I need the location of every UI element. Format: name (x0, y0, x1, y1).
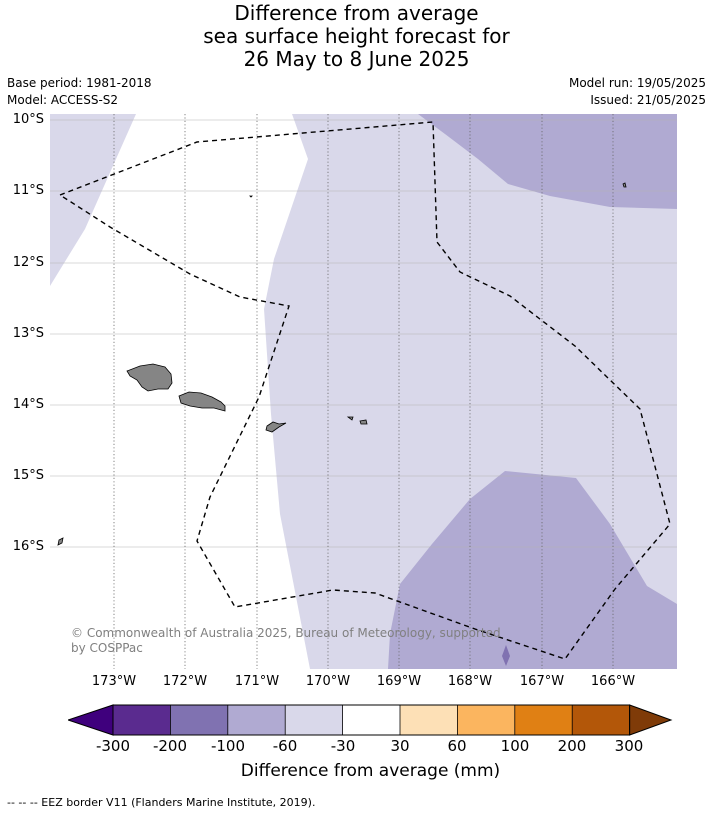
lat-label-15s: 15°S (12, 468, 44, 483)
anomaly-band-neutral (50, 114, 310, 669)
colorbar-swatch-9 (572, 705, 630, 735)
colorbar-min-arrow (68, 704, 114, 736)
lon-label-167w: 167°W (519, 674, 565, 689)
meta-left: Base period: 1981-2018 Model: ACCESS-S2 (7, 75, 152, 109)
swains-island (249, 195, 253, 198)
colorbar-tick: -60 (272, 737, 298, 755)
base-period: Base period: 1981-2018 (7, 76, 152, 90)
colorbar-max-arrow (629, 704, 673, 736)
colorbar-swatch-2 (170, 705, 228, 735)
colorbar-swatch-8 (514, 705, 573, 735)
title-line-3: 26 May to 8 June 2025 (243, 47, 470, 71)
lon-label-166w: 166°W (590, 674, 636, 689)
colorbar-tick: 300 (614, 737, 644, 755)
samoa-islands (57, 182, 627, 546)
colorbar-swatch-4 (285, 705, 343, 735)
eez-border (59, 121, 671, 660)
meta-right: Model run: 19/05/2025 Issued: 21/05/2025 (569, 75, 706, 109)
colorbar-swatch-3 (227, 705, 286, 735)
colorbar (68, 704, 673, 736)
colorbar-tick: 30 (390, 737, 410, 755)
title-line-2: sea surface height forecast for (203, 24, 510, 48)
eez-footnote: -- -- -- EEZ border V11 (Flanders Marine… (7, 796, 316, 809)
map-canvas (50, 114, 677, 669)
issued-date: Issued: 21/05/2025 (590, 93, 706, 107)
colorbar-swatch-1 (113, 705, 171, 735)
colorbar-swatch-5 (342, 705, 400, 735)
tau-island (359, 419, 368, 425)
tokelau-islet (622, 182, 627, 188)
colorbar-frame (112, 704, 631, 736)
colorbar-tick: -200 (152, 737, 188, 755)
lat-gridlines (50, 119, 677, 548)
lon-label-171w: 171°W (234, 674, 280, 689)
lon-label-169w: 169°W (376, 674, 422, 689)
lon-gridlines (113, 114, 614, 669)
map-credit: © Commonwealth of Australia 2025, Bureau… (71, 626, 501, 655)
savaii-island (126, 363, 173, 392)
lon-label-172w: 172°W (162, 674, 208, 689)
colorbar-tick: -300 (95, 737, 131, 755)
colorbar-swatch-6 (400, 705, 458, 735)
anomaly-spot (502, 645, 510, 666)
colorbar-swatch-7 (457, 705, 515, 735)
lat-label-11s: 11°S (12, 183, 44, 198)
lon-label-168w: 168°W (447, 674, 493, 689)
upolu-island (178, 391, 226, 412)
lat-label-12s: 12°S (12, 255, 44, 270)
title-line-1: Difference from average (234, 1, 479, 25)
lon-label-170w: 170°W (305, 674, 351, 689)
colorbar-tick: 200 (557, 737, 587, 755)
anomaly-band-dark-se (388, 471, 677, 669)
model-run: Model run: 19/05/2025 (568, 76, 706, 90)
lon-label-173w: 173°W (91, 674, 137, 689)
lat-label-13s: 13°S (12, 326, 44, 341)
lat-label-10s: 10°S (12, 112, 44, 127)
colorbar-tick: -30 (330, 737, 356, 755)
sea-height-map[interactable] (50, 114, 677, 669)
map-title: Difference from average sea surface heig… (0, 2, 713, 71)
wallis-island (57, 537, 64, 546)
model-name: Model: ACCESS-S2 (7, 93, 119, 107)
ofu-island (346, 416, 354, 421)
anomaly-band-dark-ne (418, 114, 677, 209)
colorbar-tick: 60 (447, 737, 467, 755)
tutuila-island (265, 421, 287, 433)
colorbar-label: Difference from average (mm) (240, 761, 501, 781)
colorbar-tick: -100 (210, 737, 246, 755)
colorbar-tick: 100 (500, 737, 530, 755)
lat-label-14s: 14°S (12, 397, 44, 412)
lat-label-16s: 16°S (12, 539, 44, 554)
